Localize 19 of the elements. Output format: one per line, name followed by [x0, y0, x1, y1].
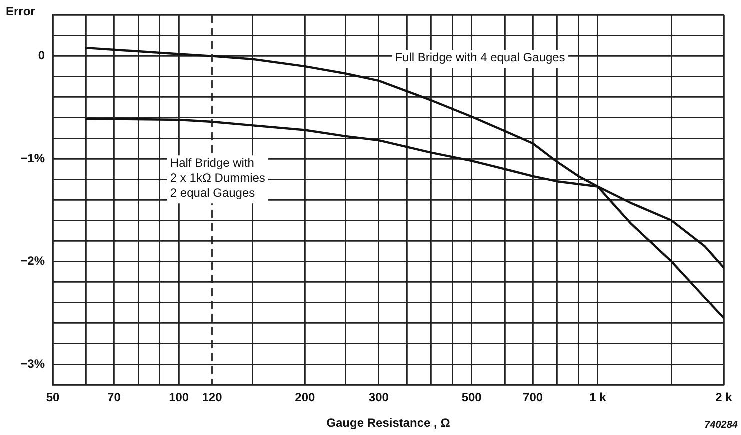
x-tick-label: 300 — [368, 390, 390, 405]
x-tick-label: 120 — [202, 390, 223, 405]
y-tick-label: 0 — [38, 48, 46, 63]
y-tick-label: −2% — [20, 254, 46, 268]
x-tick-label: 1 k — [590, 390, 607, 405]
y-tick-label: −1% — [20, 151, 46, 166]
text: Half Bridge with 2 x 1kΩ Dummies 2 equal Gauges — [170, 156, 266, 200]
x-tick-label: 50 — [46, 390, 60, 405]
x-tick-label: 70 — [108, 390, 122, 405]
text: 740284 — [704, 420, 738, 431]
x-tick-label: 500 — [462, 390, 482, 405]
x-tick-label: 100 — [169, 390, 190, 405]
x-tick-label: 2 k — [716, 390, 733, 405]
x-tick-label: 200 — [295, 390, 316, 405]
x-tick-label: 700 — [523, 390, 544, 405]
y-tick-label: −3% — [20, 356, 46, 371]
x-axis-title: Gauge Resistance , Ω — [326, 416, 451, 430]
y-axis-title: Error — [6, 4, 36, 18]
series-label: Full Bridge with 4 equal Gauges — [395, 50, 566, 64]
